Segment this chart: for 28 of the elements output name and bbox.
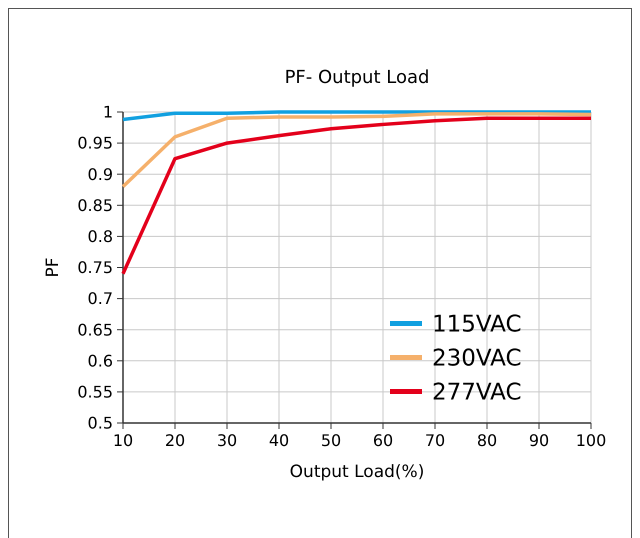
y-tick-label: 0.9 — [88, 164, 113, 184]
y-tick-label: 0.8 — [88, 227, 113, 246]
x-tick-label: 80 — [476, 431, 498, 450]
y-tick-label: 0.65 — [77, 320, 113, 340]
y-tick-label: 0.85 — [77, 196, 113, 215]
x-tick-label: 30 — [216, 431, 238, 450]
x-tick-label: 70 — [424, 431, 446, 450]
x-tick-label: 10 — [112, 431, 134, 450]
x-tick-label: 50 — [320, 431, 342, 450]
legend-label: 115VAC — [432, 312, 522, 338]
y-tick-label: 0.55 — [77, 382, 113, 402]
y-tick-label: 0.7 — [88, 289, 113, 308]
x-tick-label: 90 — [528, 431, 550, 450]
legend-label: 230VAC — [432, 346, 522, 372]
y-tick-label: 0.6 — [88, 351, 113, 370]
line-series — [121, 116, 593, 276]
y-tick-label: 0.75 — [77, 258, 113, 278]
y-axis-title: PF — [43, 257, 63, 278]
legend-label: 277VAC — [432, 380, 522, 406]
chart-title: PF- Output Load — [284, 67, 430, 88]
x-tick-label: 40 — [268, 431, 290, 450]
y-tick-label: 0.5 — [88, 414, 113, 433]
x-tick-label: 100 — [576, 431, 606, 450]
x-tick-label: 60 — [372, 431, 394, 450]
y-tick-label: 0.95 — [77, 134, 113, 153]
x-tick-label: 20 — [164, 431, 186, 450]
y-tick-label: 1 — [102, 102, 113, 122]
x-axis-title: Output Load(%) — [290, 462, 424, 482]
